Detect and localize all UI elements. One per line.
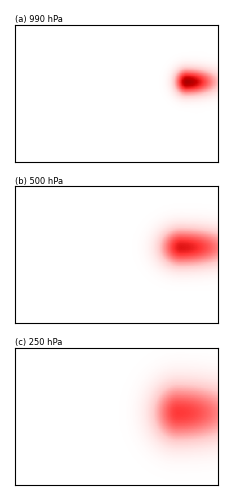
Text: (b) 500 hPa: (b) 500 hPa <box>15 176 63 186</box>
Text: (a) 990 hPa: (a) 990 hPa <box>15 15 63 24</box>
Text: (c) 250 hPa: (c) 250 hPa <box>15 338 62 347</box>
